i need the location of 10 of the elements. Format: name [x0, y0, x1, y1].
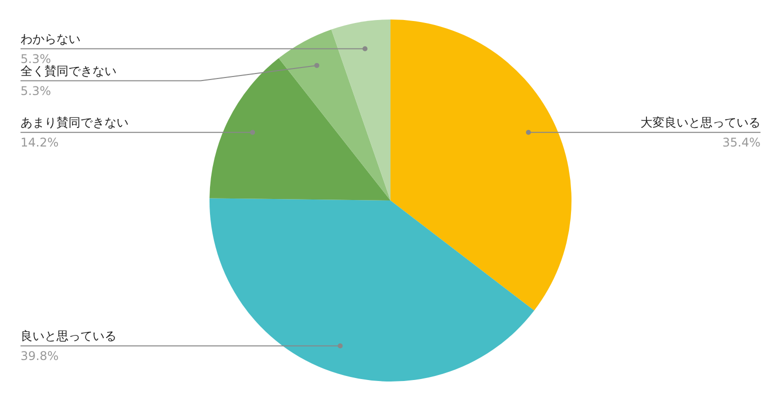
data-label: 5.3% — [20, 84, 51, 98]
slice-label: 全く賛同できない — [20, 64, 116, 78]
slice-label: 大変良いと思っている — [640, 115, 760, 130]
slice-label: 良いと思っている — [20, 328, 116, 343]
data-label: 39.8% — [20, 348, 59, 363]
data-label: 5.3% — [20, 52, 51, 66]
slice-label: あまり賛同できない — [20, 115, 128, 130]
slice-label: わからない — [20, 32, 80, 46]
data-label: 14.2% — [20, 135, 59, 150]
data-label: 35.4% — [722, 135, 761, 150]
